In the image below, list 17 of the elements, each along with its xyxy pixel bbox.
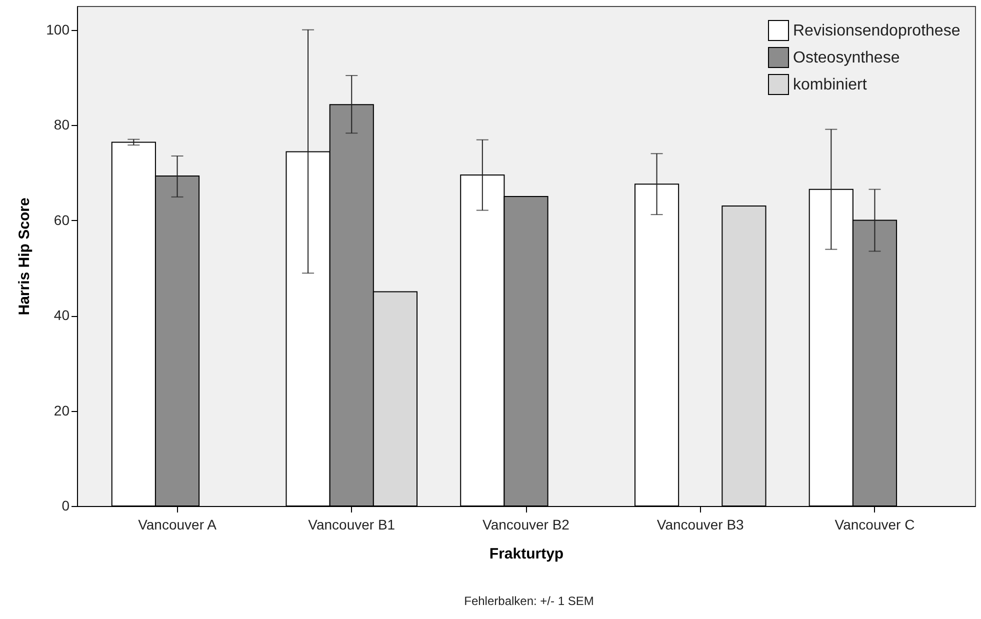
- y-tick-label: 60: [54, 212, 70, 228]
- text: Fehlerbalken: +/- 1 SEM: [463, 594, 595, 608]
- x-axis-title: Frakturtyp: [489, 546, 564, 562]
- x-tick-label: Vancouver A: [138, 516, 218, 532]
- x-tick-label: Vancouver B2: [482, 516, 570, 532]
- legend-label: Revisionsendoprothese: [793, 22, 960, 40]
- x-tick-label: Vancouver B1: [308, 516, 396, 532]
- y-axis-title: Harris Hip Score: [16, 198, 34, 316]
- x-tick-label: Vancouver C: [834, 516, 915, 532]
- legend-label: kombiniert: [793, 76, 868, 94]
- y-tick-label: 80: [54, 116, 70, 133]
- y-tick-label: 20: [54, 402, 70, 418]
- y-tick-label: 40: [54, 307, 70, 324]
- y-tick-label: 100: [46, 21, 70, 38]
- y-tick-label: 0: [62, 498, 70, 514]
- legend-label: Osteosynthese: [793, 50, 900, 66]
- x-tick-label: Vancouver B3: [656, 516, 744, 532]
